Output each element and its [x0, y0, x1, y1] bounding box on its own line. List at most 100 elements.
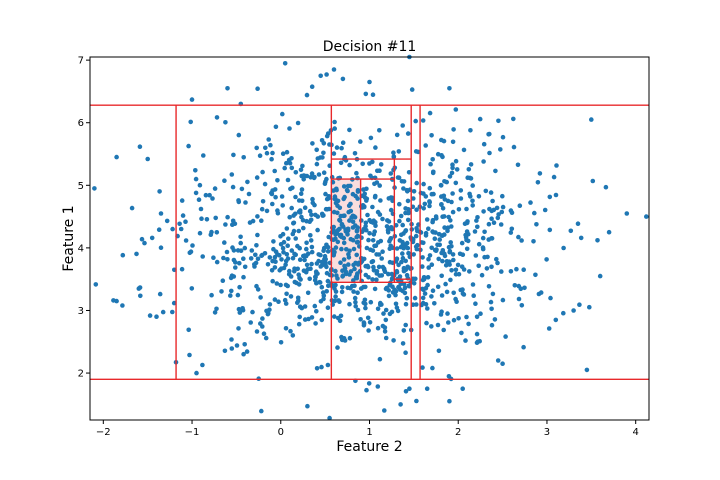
data-point: [349, 215, 354, 220]
data-point: [486, 284, 492, 289]
data-point: [366, 237, 371, 243]
data-point: [331, 151, 337, 156]
data-point: [397, 274, 403, 279]
data-point: [494, 256, 499, 262]
data-point: [254, 145, 259, 151]
data-point: [476, 263, 482, 269]
data-point: [363, 91, 369, 97]
data-point: [248, 320, 253, 325]
data-point: [414, 180, 420, 186]
data-point: [413, 149, 419, 154]
data-point: [194, 370, 199, 376]
data-point: [534, 222, 539, 227]
data-point: [421, 181, 426, 187]
data-point: [400, 222, 406, 228]
data-point: [480, 245, 486, 250]
data-point: [235, 292, 241, 298]
data-point: [309, 244, 315, 250]
data-point: [213, 215, 218, 221]
data-point: [470, 198, 475, 204]
data-point: [553, 192, 559, 198]
plot-area: [89, 54, 650, 421]
data-point: [398, 402, 403, 407]
data-point: [332, 119, 337, 125]
data-point: [442, 197, 448, 202]
data-point: [481, 209, 486, 214]
data-point: [547, 194, 553, 200]
data-point: [273, 259, 278, 265]
data-point: [476, 241, 482, 247]
data-point: [444, 289, 450, 295]
data-point: [309, 315, 315, 320]
data-point: [443, 263, 449, 268]
data-point: [157, 189, 162, 194]
data-point: [225, 86, 230, 91]
x-tick-label: 2: [455, 427, 461, 438]
data-point: [451, 317, 457, 323]
data-point: [336, 298, 341, 303]
data-point: [324, 264, 329, 270]
data-point: [427, 203, 432, 209]
data-point: [302, 317, 308, 322]
data-point: [489, 264, 494, 270]
data-point: [314, 147, 320, 153]
data-point: [425, 282, 430, 288]
data-point: [351, 246, 357, 252]
data-point: [388, 207, 394, 213]
data-point: [255, 86, 260, 91]
data-point: [372, 181, 377, 187]
data-point: [270, 278, 276, 284]
data-point: [445, 311, 450, 316]
data-point: [448, 218, 453, 223]
data-point: [463, 232, 468, 238]
data-point: [263, 145, 268, 151]
data-point: [561, 245, 566, 251]
data-point: [380, 249, 385, 254]
data-point: [403, 228, 409, 233]
data-point: [233, 265, 238, 270]
data-point: [495, 215, 501, 221]
data-point: [237, 284, 242, 290]
data-point: [401, 268, 407, 274]
x-axis-ticks: −2 −1 0 1 2 3 4: [96, 420, 639, 438]
data-point: [475, 224, 480, 230]
data-point: [385, 218, 390, 223]
data-point: [398, 244, 404, 250]
data-point: [448, 240, 454, 245]
data-point: [460, 386, 466, 392]
data-point: [414, 226, 419, 231]
data-point: [214, 306, 219, 312]
data-point: [437, 237, 443, 242]
data-point: [571, 308, 576, 313]
data-point: [241, 351, 246, 357]
data-point: [250, 309, 255, 315]
data-point: [454, 299, 459, 305]
data-point: [355, 239, 361, 245]
data-point: [254, 283, 259, 289]
data-point: [360, 161, 366, 167]
data-point: [344, 187, 350, 193]
data-point: [389, 271, 395, 277]
data-point: [378, 198, 383, 203]
data-point: [164, 218, 170, 224]
data-point: [499, 209, 505, 215]
data-point: [472, 229, 478, 234]
data-point: [333, 236, 338, 242]
data-point: [321, 170, 327, 175]
data-point: [290, 333, 296, 338]
data-point: [321, 245, 327, 251]
data-point: [316, 252, 322, 257]
data-point: [324, 133, 330, 139]
data-point: [405, 217, 411, 223]
data-point: [343, 269, 349, 275]
data-point: [367, 79, 372, 85]
data-point: [446, 374, 452, 379]
data-point: [362, 297, 368, 303]
data-point: [304, 240, 309, 246]
data-point: [295, 300, 300, 306]
data-point: [393, 301, 399, 307]
data-point: [584, 367, 590, 373]
data-point: [275, 178, 280, 183]
data-point: [310, 141, 315, 146]
